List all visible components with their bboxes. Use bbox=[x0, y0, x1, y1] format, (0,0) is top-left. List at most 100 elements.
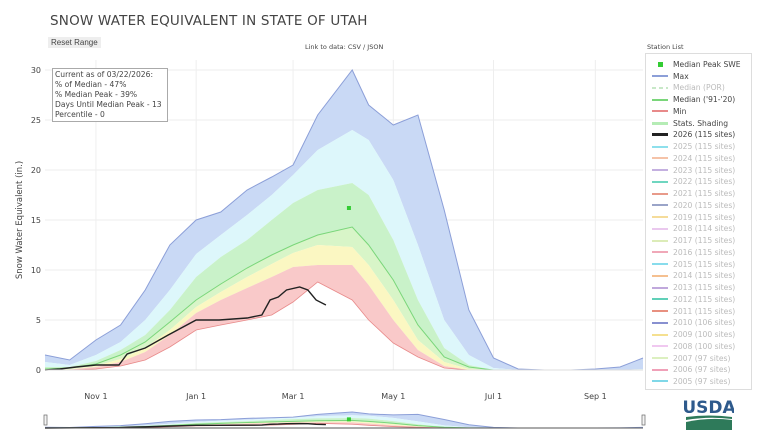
x-tick-label: Jul 1 bbox=[484, 392, 502, 401]
info-line: Days Until Median Peak - 13 bbox=[55, 100, 162, 109]
legend-label: Stats. Shading bbox=[673, 118, 729, 128]
legend-item[interactable]: 2020 (115 sites) bbox=[652, 200, 735, 211]
line-swatch-icon bbox=[652, 239, 668, 242]
navigator-right-handle[interactable] bbox=[641, 414, 646, 426]
legend-label: 2012 (115 sites) bbox=[673, 294, 736, 304]
y-tick-label: 10 bbox=[31, 266, 41, 275]
legend-item[interactable]: 2009 (100 sites) bbox=[652, 329, 735, 340]
info-line: % Median Peak - 39% bbox=[55, 90, 138, 99]
legend-item[interactable]: 2026 (115 sites) bbox=[652, 129, 735, 140]
legend-label: Median Peak SWE bbox=[673, 60, 741, 69]
y-tick-label: 5 bbox=[36, 316, 41, 325]
legend-label: 2005 (97 sites) bbox=[673, 376, 731, 386]
legend-item[interactable]: 2012 (115 sites) bbox=[652, 294, 735, 305]
usda-logo: USDA bbox=[684, 398, 734, 430]
legend-label: 2019 (115 sites) bbox=[673, 212, 736, 222]
line-swatch-icon bbox=[652, 345, 668, 348]
line-swatch-icon bbox=[652, 380, 668, 383]
line-swatch-icon bbox=[652, 133, 668, 137]
x-tick-label: May 1 bbox=[381, 392, 405, 401]
legend-item[interactable]: 2013 (115 sites) bbox=[652, 282, 735, 293]
page-title: SNOW WATER EQUIVALENT IN STATE OF UTAH bbox=[50, 13, 368, 29]
navigator-p90-p70-band bbox=[45, 415, 643, 428]
legend-label: 2014 (115 sites) bbox=[673, 271, 736, 281]
line-swatch-icon bbox=[652, 145, 668, 148]
line-swatch-icon bbox=[652, 98, 668, 101]
legend-item[interactable]: 2019 (115 sites) bbox=[652, 212, 735, 223]
legend-item[interactable]: Median ('91-'20) bbox=[652, 94, 735, 105]
legend-label: Max bbox=[673, 71, 689, 81]
legend-item[interactable]: Median (POR) bbox=[652, 82, 725, 93]
legend-label: 2006 (97 sites) bbox=[673, 365, 731, 375]
legend-item[interactable]: 2024 (115 sites) bbox=[652, 153, 735, 164]
legend-label: 2023 (115 sites) bbox=[673, 165, 736, 175]
current-stats-box: Current as of 03/22/2026: % of Median - … bbox=[52, 68, 168, 122]
legend-item[interactable]: 2014 (115 sites) bbox=[652, 270, 735, 281]
line-swatch-icon bbox=[652, 86, 668, 89]
navigator-p10-min-band bbox=[45, 422, 643, 428]
legend-item[interactable]: 2015 (115 sites) bbox=[652, 259, 735, 270]
navigator-median-peak-marker bbox=[346, 417, 351, 422]
legend-label: 2016 (115 sites) bbox=[673, 247, 736, 257]
station-list-link[interactable]: Station List bbox=[647, 43, 684, 51]
legend-item[interactable]: 2016 (115 sites) bbox=[652, 247, 735, 258]
legend-item[interactable]: Median Peak SWE bbox=[652, 59, 741, 70]
line-swatch-icon bbox=[652, 169, 668, 172]
line-swatch-icon bbox=[652, 192, 668, 195]
info-line: % of Median - 47% bbox=[55, 80, 127, 89]
svg-text:USDA: USDA bbox=[684, 398, 734, 418]
legend-label: 2007 (97 sites) bbox=[673, 353, 731, 363]
line-swatch-icon bbox=[652, 357, 668, 359]
x-tick-label: Nov 1 bbox=[84, 392, 107, 401]
square-marker-icon bbox=[658, 62, 663, 67]
line-swatch-icon bbox=[652, 310, 668, 313]
legend-item[interactable]: 2022 (115 sites) bbox=[652, 176, 735, 187]
data-link[interactable]: Link to data: CSV / JSON bbox=[305, 43, 384, 51]
navigator-left-handle[interactable] bbox=[43, 414, 48, 426]
line-swatch-icon bbox=[652, 110, 668, 113]
legend-label: 2011 (115 sites) bbox=[673, 306, 736, 316]
legend-item[interactable]: 2025 (115 sites) bbox=[652, 141, 735, 152]
info-line: Current as of 03/22/2026: bbox=[55, 70, 154, 79]
line-swatch-icon bbox=[652, 251, 668, 254]
legend-label: 2026 (115 sites) bbox=[673, 130, 736, 140]
line-swatch-icon bbox=[652, 227, 668, 230]
line-swatch-icon bbox=[652, 368, 668, 371]
legend-item[interactable]: 2006 (97 sites) bbox=[652, 364, 730, 375]
legend-item[interactable]: 2018 (114 sites) bbox=[652, 223, 735, 234]
legend-label: 2020 (115 sites) bbox=[673, 200, 736, 210]
current-year-line bbox=[44, 286, 327, 371]
legend-item[interactable]: 2005 (97 sites) bbox=[652, 376, 730, 387]
legend-item[interactable]: 2007 (97 sites) bbox=[652, 353, 730, 364]
legend-item[interactable]: 2010 (106 sites) bbox=[652, 317, 735, 328]
legend-label: Median ('91-'20) bbox=[673, 95, 736, 105]
p90-p70-band bbox=[45, 130, 643, 370]
legend-item[interactable]: 2023 (115 sites) bbox=[652, 165, 735, 176]
line-swatch-icon bbox=[652, 263, 668, 266]
legend-label: 2008 (100 sites) bbox=[673, 341, 736, 351]
line-swatch-icon bbox=[652, 180, 668, 183]
legend-label: 2010 (106 sites) bbox=[673, 318, 736, 328]
legend-item[interactable]: 2021 (115 sites) bbox=[652, 188, 735, 199]
median-peak-marker bbox=[346, 206, 351, 210]
y-tick-label: 25 bbox=[31, 116, 41, 125]
y-tick-label: 15 bbox=[31, 216, 41, 225]
legend-label: 2009 (100 sites) bbox=[673, 330, 736, 340]
legend-label: 2017 (115 sites) bbox=[673, 236, 736, 246]
legend-item[interactable]: Max bbox=[652, 71, 689, 82]
line-swatch-icon bbox=[652, 333, 668, 336]
legend-item[interactable]: 2017 (115 sites) bbox=[652, 235, 735, 246]
legend-item[interactable]: Stats. Shading bbox=[652, 118, 728, 129]
max-p90-band bbox=[45, 70, 643, 370]
y-tick-label: 0 bbox=[36, 366, 41, 375]
line-swatch-icon bbox=[652, 274, 668, 277]
legend-label: 2013 (115 sites) bbox=[673, 283, 736, 293]
reset-range-button[interactable]: Reset Range bbox=[48, 37, 101, 48]
legend-item[interactable]: Min bbox=[652, 106, 686, 117]
legend-item[interactable]: 2011 (115 sites) bbox=[652, 306, 735, 317]
legend-item[interactable]: 2008 (100 sites) bbox=[652, 341, 735, 352]
line-swatch-icon bbox=[652, 157, 668, 160]
legend-label: Min bbox=[673, 106, 687, 116]
legend-label: 2025 (115 sites) bbox=[673, 142, 736, 152]
p70-median-band bbox=[45, 183, 643, 370]
